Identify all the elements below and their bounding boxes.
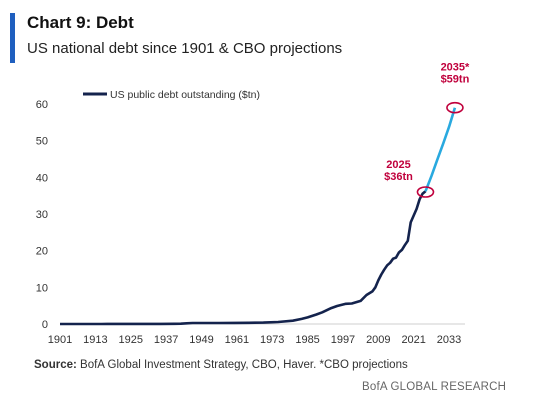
chart-title: Chart 9: Debt <box>27 13 134 32</box>
title-accent-bar <box>10 13 15 63</box>
series-line-projection <box>424 107 457 192</box>
annotation-year-label: 2035* <box>441 62 470 74</box>
x-tick-label: 1997 <box>331 334 355 346</box>
legend-label: US public debt outstanding ($tn) <box>110 89 260 101</box>
chart-subtitle: US national debt since 1901 & CBO projec… <box>27 40 343 57</box>
y-tick-label: 40 <box>36 172 48 184</box>
annotations: 2025$36tn 2035*$59tn <box>384 62 470 198</box>
y-tick-label: 10 <box>36 282 48 294</box>
y-tick-label: 20 <box>36 246 48 258</box>
x-tick-label: 1937 <box>154 334 178 346</box>
legend: US public debt outstanding ($tn) <box>83 89 260 101</box>
x-tick-label: 1913 <box>83 334 107 346</box>
y-tick-label: 0 <box>42 319 48 331</box>
y-tick-label: 60 <box>36 99 48 111</box>
y-tick-label: 30 <box>36 209 48 221</box>
y-axis-tick-labels: 0 10 20 30 40 50 60 <box>36 99 48 331</box>
x-tick-label: 2021 <box>401 334 425 346</box>
annotation-year-label: 2025 <box>386 159 410 171</box>
y-tick-label: 50 <box>36 136 48 148</box>
x-tick-label: 1985 <box>295 334 319 346</box>
x-axis-tick-labels: 1901 1913 1925 1937 1949 1961 1973 1985 1997 2009… <box>48 334 462 346</box>
x-tick-label: 1949 <box>189 334 213 346</box>
x-tick-label: 2009 <box>366 334 390 346</box>
source-note: Source: BofA Global Investment Strategy,… <box>34 359 408 371</box>
annotation-ellipse <box>416 186 435 198</box>
source-text: BofA Global Investment Strategy, CBO, Ha… <box>80 359 408 371</box>
annotation-value-label: $36tn <box>384 171 413 183</box>
brand-footer: BofA GLOBAL RESEARCH <box>362 381 507 393</box>
x-tick-label: 1925 <box>118 334 142 346</box>
x-tick-label: 2033 <box>437 334 461 346</box>
source-label: Source: <box>34 359 77 371</box>
x-tick-label: 1901 <box>48 334 72 346</box>
x-tick-label: 1961 <box>225 334 249 346</box>
annotation-ellipse <box>446 101 464 114</box>
annotation-value-label: $59tn <box>441 74 470 86</box>
x-tick-label: 1973 <box>260 334 284 346</box>
series-line-historical <box>60 190 427 326</box>
